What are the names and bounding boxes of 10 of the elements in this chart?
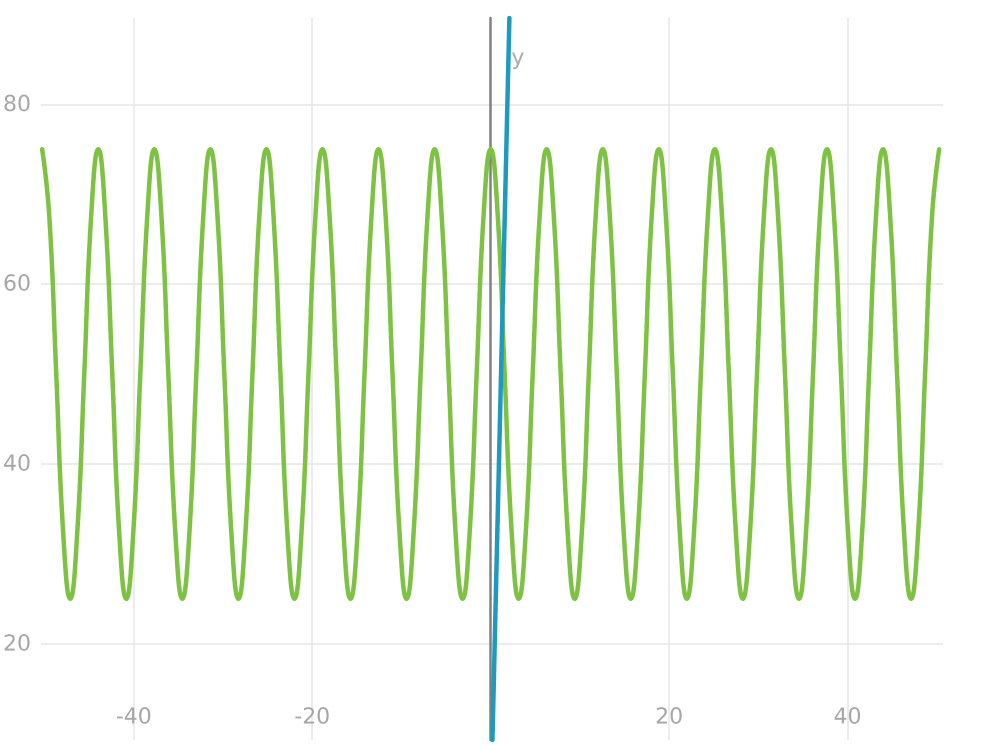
x-tick-label: -40 [116, 704, 152, 730]
y-tick-label: 80 [2, 92, 31, 117]
y-tick-label: 60 [2, 272, 31, 297]
x-tick-label: 40 [834, 704, 862, 730]
y-tick-label: 40 [2, 451, 31, 476]
series-label: y [511, 46, 524, 70]
y-tick-label: 20 [2, 631, 31, 656]
x-tick-label: -20 [294, 704, 330, 730]
x-tick-label: 20 [655, 704, 684, 730]
line-series [40, 147, 942, 602]
